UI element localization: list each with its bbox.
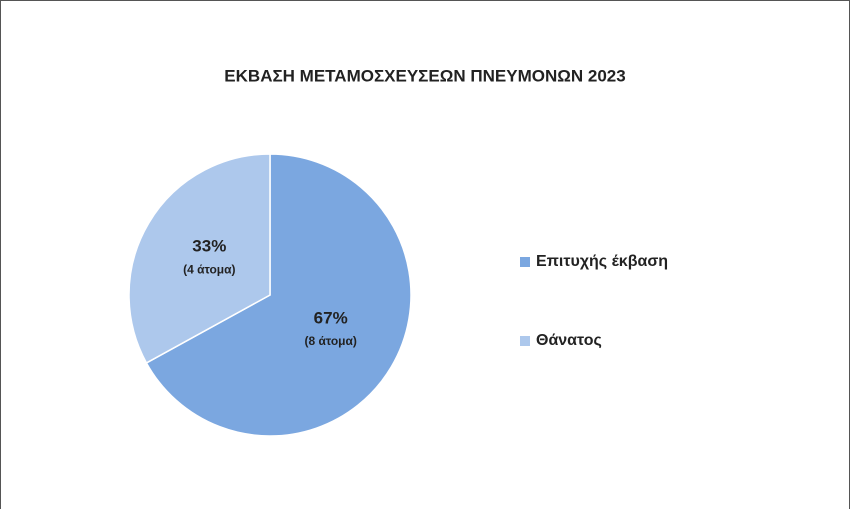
legend-swatch	[520, 257, 530, 267]
data-sublabel: (8 άτομα)	[304, 334, 356, 348]
data-label: 33%	[192, 237, 226, 256]
legend-label: Επιτυχής έκβαση	[536, 253, 668, 270]
data-sublabel: (4 άτομα)	[183, 262, 235, 276]
data-label: 67%	[314, 308, 348, 327]
legend-swatch	[520, 336, 530, 346]
pie-slice	[145, 153, 412, 437]
legend-label: Θάνατος	[536, 332, 602, 349]
pie-slice	[128, 153, 271, 364]
chart-title: ΕΚΒΑΣΗ ΜΕΤΑΜΟΣΧΕΥΣΕΩΝ ΠΝΕΥΜΟΝΩΝ 2023	[224, 66, 625, 85]
